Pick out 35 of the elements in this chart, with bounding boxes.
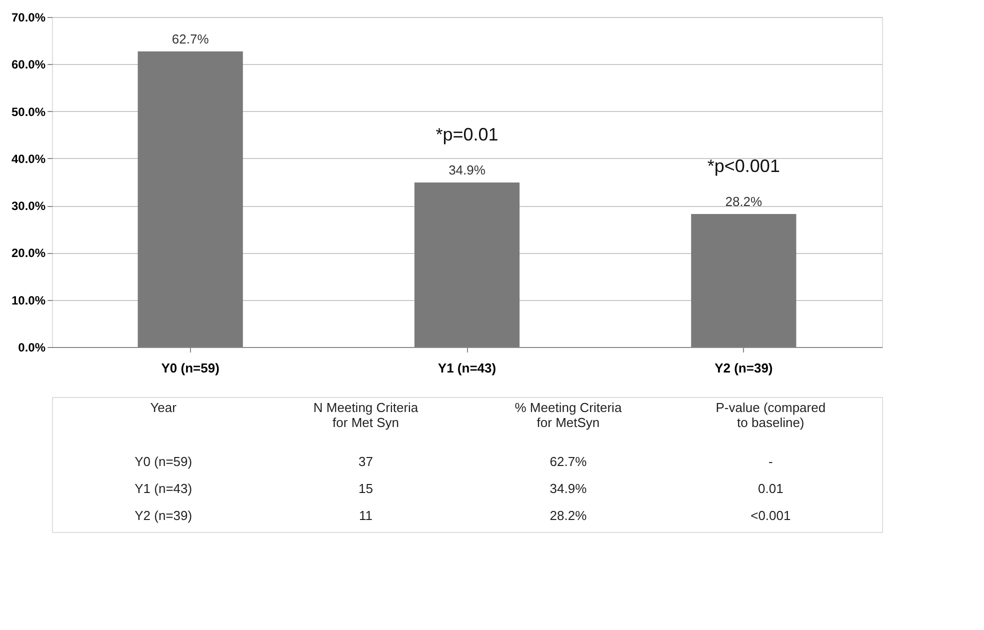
x-tick-label: Y2 (n=39) (714, 360, 773, 376)
y-tick-label: 20.0% (11, 246, 46, 260)
y-tick-label: 0.0% (18, 340, 46, 354)
data-label: 62.7% (172, 31, 210, 46)
text: % Meeting Criteria for MetSyn (514, 400, 622, 430)
y-tick-label: 50.0% (11, 104, 46, 119)
text: - (768, 454, 773, 469)
bar (691, 214, 796, 347)
data-label: 34.9% (448, 162, 486, 178)
x-tick-label: Y1 (n=43) (438, 360, 496, 376)
text: 0.01 (758, 480, 784, 496)
bar (138, 51, 243, 347)
y-tick-label: 30.0% (11, 199, 46, 214)
y-tick-label: 60.0% (11, 58, 46, 72)
text: 28.2% (550, 508, 588, 523)
text: Y1 (n=43) (134, 480, 192, 496)
text: Y2 (n=39) (134, 508, 192, 523)
text: N Meeting Criteria for Met Syn (313, 400, 419, 430)
annotation: *p<0.001 (707, 156, 780, 176)
text: Y0 (n=59) (134, 454, 192, 469)
text: <0.001 (750, 508, 791, 523)
bar (414, 182, 520, 347)
text: 37 (358, 454, 374, 469)
text: 34.9% (550, 480, 588, 496)
text: 11 (359, 508, 373, 523)
text: Year (150, 400, 178, 415)
y-tick-label: 10.0% (11, 293, 46, 308)
annotation: *p=0.01 (436, 124, 498, 144)
text: P-value (compared to baseline) (716, 400, 826, 430)
x-tick-label: Y0 (n=59) (161, 360, 220, 376)
y-tick-label: 40.0% (11, 152, 46, 166)
data-label: 28.2% (725, 194, 763, 210)
y-tick-label: 70.0% (11, 10, 46, 24)
text: 15 (358, 480, 374, 496)
text: 62.7% (550, 454, 588, 469)
